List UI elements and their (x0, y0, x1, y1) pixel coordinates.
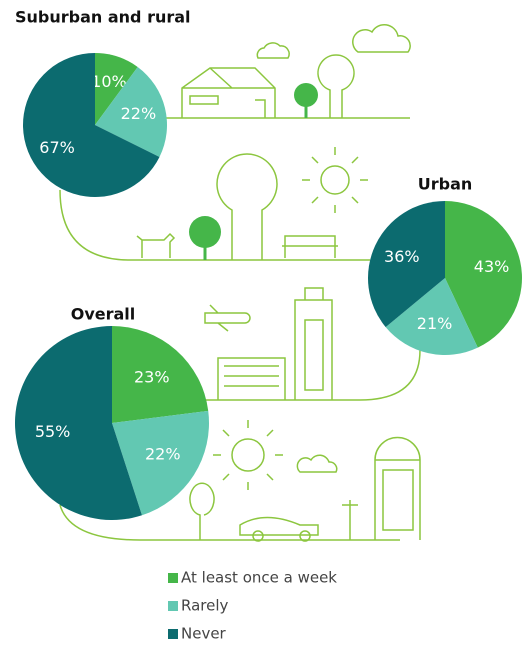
slice-label: 10% (91, 72, 127, 91)
slice-label: 43% (474, 257, 510, 276)
wheel (252, 530, 264, 542)
tree (216, 153, 278, 260)
chart-title: Urban (418, 175, 473, 194)
slice-label: 55% (35, 422, 71, 441)
tree (189, 216, 221, 248)
slice-label: 67% (39, 138, 75, 157)
slice-label: 21% (417, 314, 453, 333)
legend-label: Rarely (181, 597, 229, 615)
pie-slice (385, 278, 478, 355)
pie-slice (445, 201, 522, 348)
slice-label: 22% (121, 104, 157, 123)
sun-rays (302, 147, 368, 213)
tower (294, 287, 333, 400)
plane (204, 304, 251, 332)
sun (320, 165, 350, 195)
pie-slice (15, 326, 142, 520)
lamp (342, 500, 358, 540)
cloud (352, 24, 411, 53)
pie-slice (112, 410, 210, 516)
decoration (59, 24, 421, 542)
pie-slice (22, 53, 160, 197)
legend-label: At least once a week (181, 569, 337, 587)
skyscraper (374, 436, 421, 540)
pie-slice (95, 67, 167, 157)
legend-swatch (168, 629, 178, 639)
cloud (296, 454, 338, 473)
house (181, 67, 276, 118)
car (239, 516, 319, 536)
pie-slice (112, 326, 209, 423)
pie-slice (95, 53, 138, 125)
legend-swatch (168, 573, 178, 583)
slice-label: 22% (145, 445, 181, 464)
slice-label: 36% (384, 247, 420, 266)
tree (317, 54, 355, 118)
sun-rays (213, 420, 283, 490)
wheel (299, 530, 311, 542)
dog (136, 232, 176, 258)
pie-slice (368, 201, 445, 328)
slice-label: 23% (134, 367, 170, 386)
legend-swatch (168, 601, 178, 611)
legend-label: Never (181, 625, 227, 643)
bench (282, 235, 338, 258)
tree (189, 482, 215, 540)
chart-title: Overall (71, 305, 136, 324)
cloud (256, 42, 290, 59)
sun (231, 438, 265, 472)
tree (294, 83, 318, 107)
building (217, 357, 286, 400)
connector (59, 117, 421, 541)
chart-title: Suburban and rural (15, 8, 191, 27)
